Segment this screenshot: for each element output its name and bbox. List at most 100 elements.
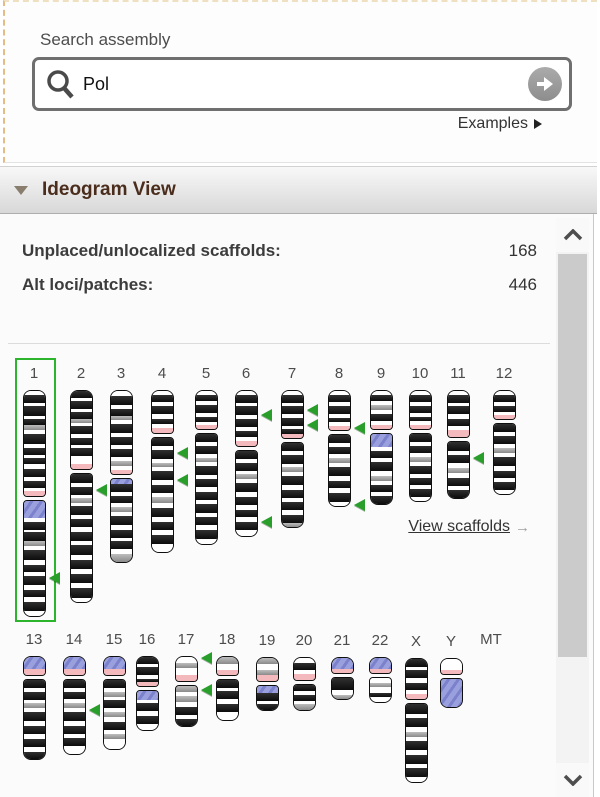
hit-marker-chr11[interactable] [473, 452, 484, 464]
chromosome-X[interactable]: X [405, 633, 428, 783]
band-w [329, 488, 350, 494]
band-w [176, 657, 197, 663]
hit-marker-chr8[interactable] [354, 422, 365, 434]
chromosome-14[interactable]: 14 [63, 631, 86, 755]
chromosome-16[interactable]: 16 [136, 631, 159, 731]
band-w [217, 664, 238, 670]
band-k [406, 717, 427, 728]
band-w [410, 473, 431, 478]
chromosome-8[interactable]: 8 [328, 365, 351, 507]
chromosome-18[interactable]: 18 [216, 631, 239, 721]
band-k [71, 506, 92, 516]
band-w [71, 456, 92, 465]
chromosome-7[interactable]: 7 [281, 365, 304, 528]
hit-marker-chr7[interactable] [307, 419, 318, 431]
band-k [24, 738, 45, 748]
band-g [236, 474, 257, 480]
band-k [196, 491, 217, 500]
band-k [24, 481, 45, 489]
band-w [494, 465, 515, 471]
band-w [152, 402, 173, 407]
search-go-button[interactable] [528, 67, 562, 101]
chromosome-12[interactable]: 12 [493, 365, 516, 495]
band-p [494, 415, 515, 419]
band-w [104, 739, 125, 749]
hit-marker-chr2[interactable] [96, 484, 107, 496]
chromosome-9[interactable]: 9 [370, 365, 393, 505]
scrollbar[interactable] [556, 218, 589, 797]
hit-marker-chr14[interactable] [89, 704, 100, 716]
band-w [24, 517, 45, 522]
chromosome-13-p-arm [23, 656, 46, 676]
band-k [111, 436, 132, 445]
band-g [152, 496, 173, 503]
chromosome-1[interactable]: 1 [23, 365, 46, 617]
band-k [329, 417, 350, 423]
hit-marker-chr4[interactable] [177, 447, 188, 459]
view-scaffolds-link[interactable]: View scaffolds → [408, 518, 530, 536]
search-input[interactable] [75, 64, 528, 104]
band-w [294, 691, 315, 696]
chromosome-20[interactable]: 20 [293, 632, 316, 711]
band-g [282, 467, 303, 473]
hit-marker-chr1[interactable] [49, 572, 60, 584]
scroll-down-button[interactable] [556, 763, 589, 797]
chromosome-2-q-arm [70, 473, 93, 603]
band-w [71, 397, 92, 401]
chromosome-13[interactable]: 13 [23, 631, 46, 760]
chromosome-Y[interactable]: Y [440, 633, 463, 708]
chromosome-19-p-arm [256, 657, 279, 682]
band-p [257, 675, 278, 681]
chromosome-21[interactable]: 21 [331, 632, 354, 700]
hit-marker-chr17[interactable] [201, 652, 212, 664]
hit-marker-chr6[interactable] [261, 516, 272, 528]
band-w [406, 727, 427, 733]
band-w [329, 413, 350, 418]
chromosome-16-q-arm [136, 690, 159, 731]
chromosome-10[interactable]: 10 [409, 365, 432, 502]
hit-marker-chr17[interactable] [201, 684, 212, 696]
chromosome-17[interactable]: 17 [175, 631, 198, 727]
band-k [410, 416, 431, 422]
hit-marker-chr4[interactable] [177, 474, 188, 486]
band-k [104, 700, 125, 709]
band-w [71, 598, 92, 602]
chromosome-3-p-arm [110, 390, 133, 475]
chromosome-5[interactable]: 5 [195, 365, 218, 545]
chromosome-15[interactable]: 15 [103, 631, 126, 750]
chromosome-4[interactable]: 4 [151, 365, 174, 553]
hit-marker-chr8[interactable] [354, 499, 365, 511]
scroll-up-button[interactable] [556, 218, 589, 252]
chromosome-6-p-arm [235, 390, 258, 447]
chromosome-6[interactable]: 6 [235, 365, 258, 537]
band-k [410, 466, 431, 474]
hit-marker-chr6[interactable] [261, 409, 272, 421]
scrollbar-thumb[interactable] [558, 254, 587, 657]
chromosome-2[interactable]: 2 [70, 365, 93, 603]
band-w [24, 529, 45, 533]
band-w [196, 525, 217, 531]
hit-marker-chr7[interactable] [307, 404, 318, 416]
band-k [406, 670, 427, 679]
band-k [137, 657, 158, 664]
chromosome-19[interactable]: 19 [256, 632, 279, 711]
chromosome-3[interactable]: 3 [110, 365, 133, 563]
stat-alt-loci: Alt loci/patches: 446 [22, 273, 537, 297]
band-g [111, 554, 132, 562]
band-p [406, 694, 427, 699]
band-b [24, 501, 45, 518]
chromosome-11[interactable]: 11 [447, 365, 470, 499]
band-w [370, 678, 391, 683]
band-w [24, 477, 45, 482]
stat-value: 446 [508, 275, 537, 294]
chromosome-10-label: 10 [411, 365, 429, 382]
ideogram-view-header[interactable]: Ideogram View [0, 166, 597, 214]
band-w [24, 699, 45, 704]
chromosome-22[interactable]: 22 [369, 632, 392, 703]
band-w [410, 441, 431, 446]
band-k [494, 457, 515, 466]
band-p [24, 668, 45, 675]
band-k [371, 496, 392, 504]
examples-link[interactable]: Examples [458, 115, 542, 133]
